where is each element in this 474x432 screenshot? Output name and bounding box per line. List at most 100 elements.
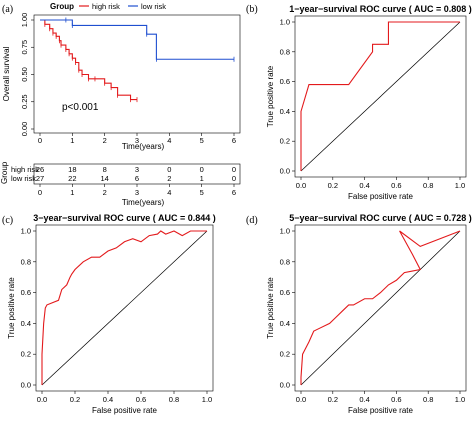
roc-xtick-label: 0.0: [37, 395, 47, 404]
risk-table-xtick-label: 2: [103, 188, 107, 197]
risk-table-title: Group: [0, 161, 9, 184]
roc-xtick-label: 0.4: [359, 181, 369, 190]
risk-table-cell: 0: [232, 165, 236, 174]
panel-label-d: (d): [246, 215, 258, 226]
roc-xtick-label: 1.0: [202, 395, 212, 404]
risk-table-xtick-label: 1: [70, 188, 74, 197]
km-xtick-label: 0: [38, 136, 42, 145]
km-xtick-label: 2: [103, 136, 107, 145]
km-legend-title: Group: [50, 2, 74, 11]
roc-ytick-label: 0.0: [280, 381, 290, 390]
risk-table-high-label: high risk: [11, 165, 39, 174]
risk-table-cell: 18: [68, 165, 76, 174]
roc-title: 5−year−survival ROC curve ( AUC = 0.728 …: [289, 213, 472, 223]
risk-table-cell: 22: [68, 174, 76, 183]
roc-ytick-label: 0.4: [280, 107, 290, 116]
roc-xtick-label: 0.6: [391, 181, 401, 190]
roc-xtick-label: 0.0: [296, 395, 306, 404]
roc-xlabel: False positive rate: [92, 406, 157, 415]
roc-xtick-label: 0.6: [136, 395, 146, 404]
risk-table-cell: 2: [167, 174, 171, 183]
roc-ytick-label: 0.8: [280, 257, 290, 266]
roc-panel-d: 5−year−survival ROC curve ( AUC = 0.728 …: [266, 213, 472, 415]
roc-xtick-label: 0.8: [169, 395, 179, 404]
roc-plot-frame: [294, 224, 467, 392]
risk-table-xlabel: Time(years): [122, 198, 165, 207]
km-ylabel: Overall survival: [2, 46, 11, 101]
roc-ytick-label: 1.0: [21, 227, 31, 236]
roc-ylabel: True positive rate: [7, 277, 16, 339]
risk-table-cell: 8: [103, 165, 107, 174]
km-curve-high-risk: [40, 19, 137, 101]
risk-table-cell: 3: [135, 165, 139, 174]
km-legend-low-label: low risk: [141, 2, 166, 11]
risk-table-cell: 0: [232, 174, 236, 183]
risk-table-cells: 0 1 2 3 4 5 626 18 8 3 0 0 027 22 14 6 2 1 0: [36, 165, 236, 197]
risk-table-xtick-label: 5: [200, 188, 204, 197]
km-xtick-label: 5: [200, 136, 204, 145]
risk-table-cell: 27: [36, 174, 44, 183]
roc-ytick-label: 0.0: [280, 167, 290, 176]
roc-title: 1−year−survival ROC curve ( AUC = 0.808 …: [289, 4, 472, 14]
roc-xlabel: False positive rate: [348, 406, 413, 415]
risk-table-cell: 14: [100, 174, 108, 183]
panel-label-a: (a): [2, 4, 13, 15]
roc-ytick-label: 1.0: [280, 18, 290, 27]
roc-plot-frame: [35, 224, 214, 392]
roc-xtick-label: 1.0: [455, 181, 465, 190]
risk-table-xtick-label: 3: [135, 188, 139, 197]
roc-xtick-label: 0.4: [359, 395, 369, 404]
roc-ytick-label: 0.8: [21, 257, 31, 266]
roc-xtick-label: 0.2: [328, 181, 338, 190]
roc-xtick-label: 0.8: [423, 395, 433, 404]
roc-xtick-label: 0.4: [103, 395, 113, 404]
km-curves: [40, 17, 235, 103]
risk-table-xtick-label: 6: [232, 188, 236, 197]
roc-ylabel: True positive rate: [266, 65, 275, 127]
roc-curve: [41, 230, 207, 385]
km-axis-ticks: 0 1 2 3 4 5 6 0.00 0.25 0.50 0.75 1.00: [20, 13, 236, 145]
risk-table-cell: 0: [167, 165, 171, 174]
risk-table-cell: 0: [200, 165, 204, 174]
km-pvalue: p<0.001: [62, 102, 99, 113]
km-xtick-label: 6: [232, 136, 236, 145]
roc-xlabel: False positive rate: [348, 192, 413, 201]
km-xtick-label: 3: [135, 136, 139, 145]
risk-table-cell: 1: [200, 174, 204, 183]
roc-xtick-label: 0.6: [391, 395, 401, 404]
km-ytick-label: 0.75: [20, 40, 29, 55]
roc-panel-c: 3−year−survival ROC curve ( AUC = 0.844 …: [7, 213, 216, 415]
km-xlabel: Time(years): [122, 142, 165, 151]
km-ytick-label: 1.00: [20, 13, 29, 28]
roc-ytick-label: 0.2: [21, 350, 31, 359]
roc-panel-b: 1−year−survival ROC curve ( AUC = 0.808 …: [266, 4, 472, 201]
roc-plot-frame: [294, 15, 467, 178]
km-plot-frame: [33, 14, 241, 134]
roc-ylabel: True positive rate: [266, 277, 275, 339]
risk-table-xtick-label: 0: [38, 188, 42, 197]
risk-table-xtick-label: 4: [167, 188, 171, 197]
roc-ytick-label: 0.6: [280, 77, 290, 86]
roc-ytick-label: 0.6: [280, 288, 290, 297]
km-ytick-label: 0.00: [20, 122, 29, 137]
panel-label-b: (b): [246, 4, 258, 15]
km-ytick-label: 0.25: [20, 94, 29, 109]
roc-ytick-label: 0.4: [21, 319, 31, 328]
roc-ytick-label: 0.0: [21, 381, 31, 390]
roc-xtick-label: 1.0: [455, 395, 465, 404]
roc-xtick-label: 0.8: [423, 181, 433, 190]
km-curve-low-risk: [40, 19, 234, 60]
roc-ytick-label: 0.6: [21, 288, 31, 297]
roc-diagonal: [41, 230, 208, 386]
roc-ytick-label: 1.0: [280, 227, 290, 236]
km-ytick-label: 0.50: [20, 67, 29, 82]
roc-ytick-label: 0.2: [280, 350, 290, 359]
roc-diagonal: [300, 230, 461, 386]
roc-ytick-label: 0.4: [280, 319, 290, 328]
panel-label-c: (c): [2, 215, 13, 226]
roc-curve: [300, 21, 460, 171]
roc-xtick-label: 0.2: [328, 395, 338, 404]
roc-title: 3−year−survival ROC curve ( AUC = 0.844 …: [33, 213, 216, 223]
roc-curve: [300, 230, 461, 385]
